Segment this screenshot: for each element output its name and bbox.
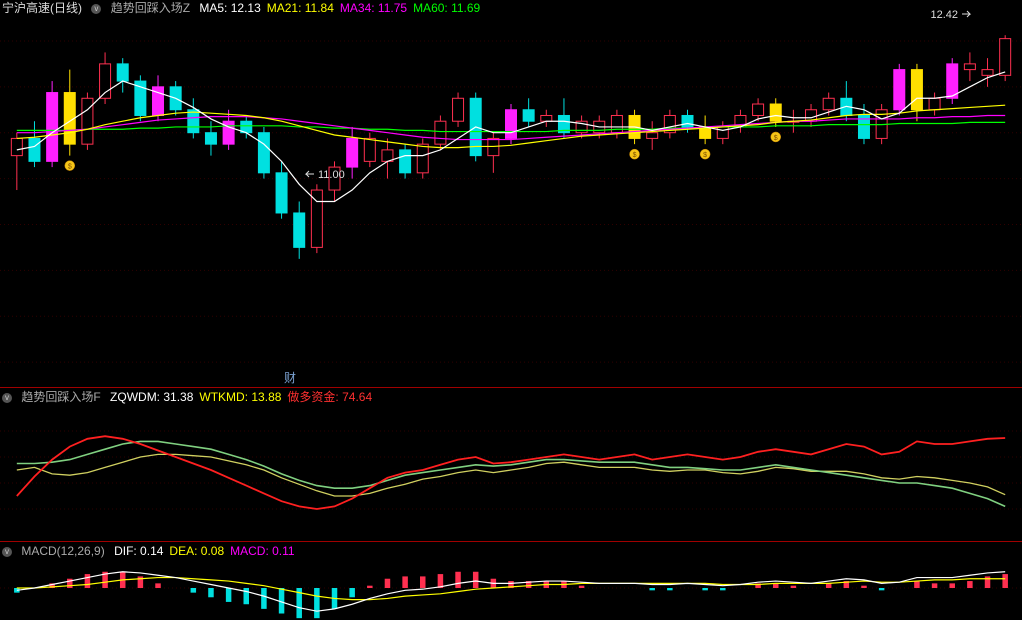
svg-text:$: $ <box>633 152 637 159</box>
price-panel[interactable]: 宁沪高速(日线) v 趋势回踩入场Z MA5: 12.13MA21: 11.84… <box>0 0 1022 387</box>
oscillator-chart[interactable] <box>0 389 1022 539</box>
indicator-name-1: 趋势回踩入场Z <box>111 1 190 15</box>
price-chart[interactable]: $ $ $ $12.42 11.00 财 <box>0 0 1022 387</box>
svg-text:12.42: 12.42 <box>930 9 958 21</box>
svg-text:11.00: 11.00 <box>318 169 345 181</box>
svg-text:$: $ <box>703 152 707 159</box>
indicator-name-2: 趋势回踩入场F <box>21 390 100 404</box>
svg-text:$: $ <box>68 164 72 171</box>
toggle-icon[interactable]: v <box>2 547 12 557</box>
panel-divider-1[interactable] <box>0 387 1022 388</box>
price-header: 宁沪高速(日线) v 趋势回踩入场Z MA5: 12.13MA21: 11.84… <box>2 0 492 16</box>
oscillator-panel[interactable]: v 趋势回踩入场F ZQWDM: 31.38WTKMD: 13.88做多资金: … <box>0 389 1022 539</box>
panel-divider-2[interactable] <box>0 541 1022 542</box>
macd-header: v MACD(12,26,9) DIF: 0.14DEA: 0.08MACD: … <box>2 543 307 559</box>
macd-panel[interactable]: v MACD(12,26,9) DIF: 0.14DEA: 0.08MACD: … <box>0 543 1022 620</box>
indicator-name-3: MACD(12,26,9) <box>21 544 104 558</box>
svg-text:财: 财 <box>284 371 296 385</box>
toggle-icon[interactable]: v <box>2 393 12 403</box>
toggle-icon[interactable]: v <box>91 4 101 14</box>
oscillator-header: v 趋势回踩入场F ZQWDM: 31.38WTKMD: 13.88做多资金: … <box>2 389 384 405</box>
stock-title: 宁沪高速(日线) <box>2 1 82 15</box>
svg-text:$: $ <box>774 135 778 142</box>
